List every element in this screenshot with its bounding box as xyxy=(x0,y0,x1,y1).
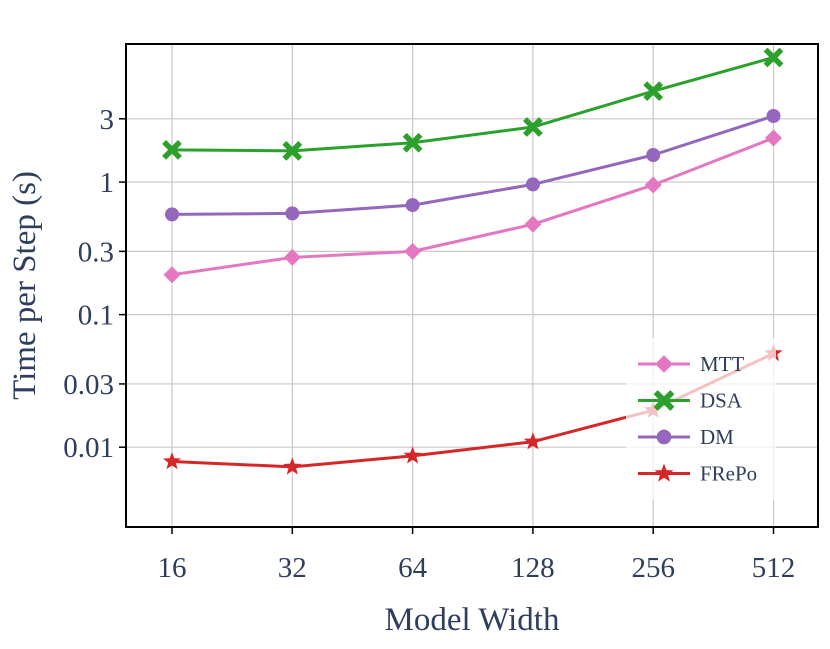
data-point-x xyxy=(763,47,784,68)
data-point-circle xyxy=(766,108,781,123)
x-tick-label: 16 xyxy=(158,552,187,584)
legend-entry-dm: DM xyxy=(638,425,734,449)
data-point-star xyxy=(162,451,182,470)
data-point-diamond xyxy=(524,215,542,233)
data-point-x xyxy=(643,81,664,102)
series-line xyxy=(171,114,774,216)
data-point-circle xyxy=(165,207,179,222)
data-point-x xyxy=(402,132,423,153)
y-tick-label: 0.01 xyxy=(63,432,114,464)
data-point-circle xyxy=(656,429,672,445)
series-mtt xyxy=(163,129,782,284)
data-point-x xyxy=(653,390,675,411)
legend-entry-frepo: FRePo xyxy=(638,462,757,486)
data-point-circle xyxy=(525,177,540,192)
data-point-x xyxy=(162,139,182,160)
legend-label: MTT xyxy=(700,352,745,376)
data-point-star xyxy=(283,457,302,475)
series-dm xyxy=(165,108,781,222)
y-axis-ticks: 0.01 0.03 0.1 0.3 1 3 xyxy=(63,104,126,464)
y-tick-label: 3 xyxy=(100,104,115,136)
data-point-star xyxy=(523,432,542,450)
plot-area-frame xyxy=(125,43,819,528)
data-point-diamond xyxy=(163,266,181,284)
x-tick-label: 512 xyxy=(752,552,796,584)
series-line xyxy=(171,136,775,277)
x-axis-ticks: 16 32 64 128 256 512 xyxy=(158,527,796,584)
series-layer xyxy=(162,47,784,475)
data-point-circle xyxy=(405,198,420,213)
y-tick-label: 1 xyxy=(100,167,115,199)
grid xyxy=(126,44,818,527)
data-point-x xyxy=(523,117,543,137)
x-tick-label: 128 xyxy=(511,552,555,584)
data-point-x xyxy=(282,140,303,161)
y-tick-label: 0.1 xyxy=(78,300,114,332)
data-point-diamond xyxy=(765,129,782,147)
legend-label: FRePo xyxy=(700,462,757,486)
data-point-circle xyxy=(646,147,661,162)
legend: MTT DSA DM FRePo xyxy=(626,338,776,500)
x-axis-label: Model Width xyxy=(385,602,560,638)
legend-entry-dsa: DSA xyxy=(638,389,743,413)
data-point-diamond xyxy=(283,248,301,266)
x-tick-label: 64 xyxy=(398,552,428,584)
y-tick-label: 0.3 xyxy=(78,236,114,268)
series-dsa xyxy=(162,47,784,161)
data-point-circle xyxy=(285,206,300,221)
data-point-diamond xyxy=(404,242,422,260)
x-tick-label: 32 xyxy=(278,552,307,584)
legend-entry-mtt: MTT xyxy=(638,352,745,376)
data-point-star xyxy=(654,463,674,482)
legend-label: DM xyxy=(700,425,734,449)
y-tick-label: 0.03 xyxy=(63,369,114,401)
data-point-diamond xyxy=(655,355,673,373)
series-line xyxy=(171,56,774,153)
legend-label: DSA xyxy=(700,389,743,413)
y-axis-label: Time per Step (s) xyxy=(7,171,43,400)
data-point-star xyxy=(403,446,422,464)
data-point-diamond xyxy=(644,176,662,194)
x-tick-label: 256 xyxy=(631,552,675,584)
